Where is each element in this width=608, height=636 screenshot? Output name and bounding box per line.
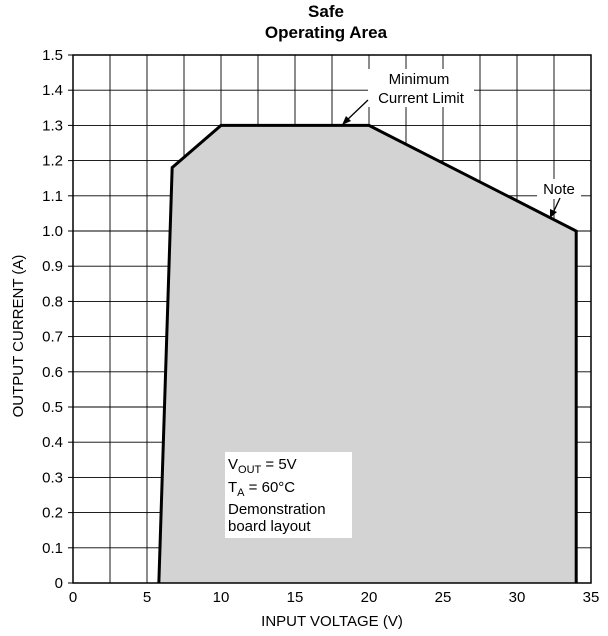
ta-value: = 60°C [245,479,296,496]
annotation-arrowhead-current-limit [342,116,351,125]
y-tick-label: 0.1 [42,540,63,557]
safe-area-boundary [157,123,578,584]
condition-demonstration: Demonstration [228,501,326,518]
annotation-leader-note [552,197,561,214]
x-tick-label: 15 [287,589,304,606]
x-axis-ticks: 0 5 10 15 20 25 30 35 [69,589,600,606]
y-tick-label: 0.4 [42,434,63,451]
y-tick-label: 0.2 [42,505,63,522]
annotation-arrowhead-note [550,209,557,218]
y-tick-label: 0 [55,575,63,592]
y-tick-label: 1.2 [42,153,63,170]
safe-area-fill [158,125,577,584]
x-tick-label: 25 [435,589,452,606]
plot-frame [72,54,592,584]
y-tick-label: 1.3 [42,117,63,134]
annotation-line-minimum: Minimum [389,71,450,88]
safe-area-region [157,123,578,584]
vout-symbol: V [228,456,238,473]
y-tick-label: 1.1 [42,188,63,205]
y-tick-label: 1.5 [42,47,63,64]
y-tick-label: 1.0 [42,223,63,240]
y-tick-label: 0.5 [42,399,63,416]
y-tick-label: 0.9 [42,258,63,275]
y-tick-label: 0.7 [42,329,63,346]
chart-title-line-2: Operating Area [265,23,388,42]
conditions-box: VOUT = 5V TA = 60°C Demonstration board … [225,452,352,538]
condition-ta: TA = 60°C [228,479,295,499]
x-tick-label: 10 [213,589,230,606]
vout-subscript: OUT [238,464,262,476]
x-axis-label: INPUT VOLTAGE (V) [261,613,403,630]
annotation-line-current-limit: Current Limit [378,90,465,107]
y-tick-label: 1.4 [42,82,63,99]
x-tick-label: 35 [583,589,600,606]
condition-board-layout: board layout [228,518,311,535]
annotation-note-label: Note [543,181,575,198]
condition-vout: VOUT = 5V [228,456,297,476]
annotation-note: Note [537,179,581,218]
ta-subscript: A [237,487,245,499]
annotation-leader-current-limit [345,99,369,122]
y-axis-ticks: 0 0.1 0.2 0.3 0.4 0.5 0.6 0.7 0.8 0.9 1.0 1.1 1.2 1.3… [42,47,73,592]
x-tick-label: 20 [361,589,378,606]
y-tick-label: 0.8 [42,293,63,310]
x-tick-label: 30 [509,589,526,606]
chart-title-line-1: Safe [308,2,344,21]
y-axis-label: OUTPUT CURRENT (A) [10,255,27,418]
x-tick-label: 5 [143,589,151,606]
x-tick-label: 0 [69,589,77,606]
annotation-minimum-current-limit: Minimum Current Limit [342,69,474,125]
y-tick-label: 0.3 [42,469,63,486]
vout-value: = 5V [261,456,296,473]
ta-symbol: T [228,479,237,496]
y-tick-label: 0.6 [42,364,63,381]
